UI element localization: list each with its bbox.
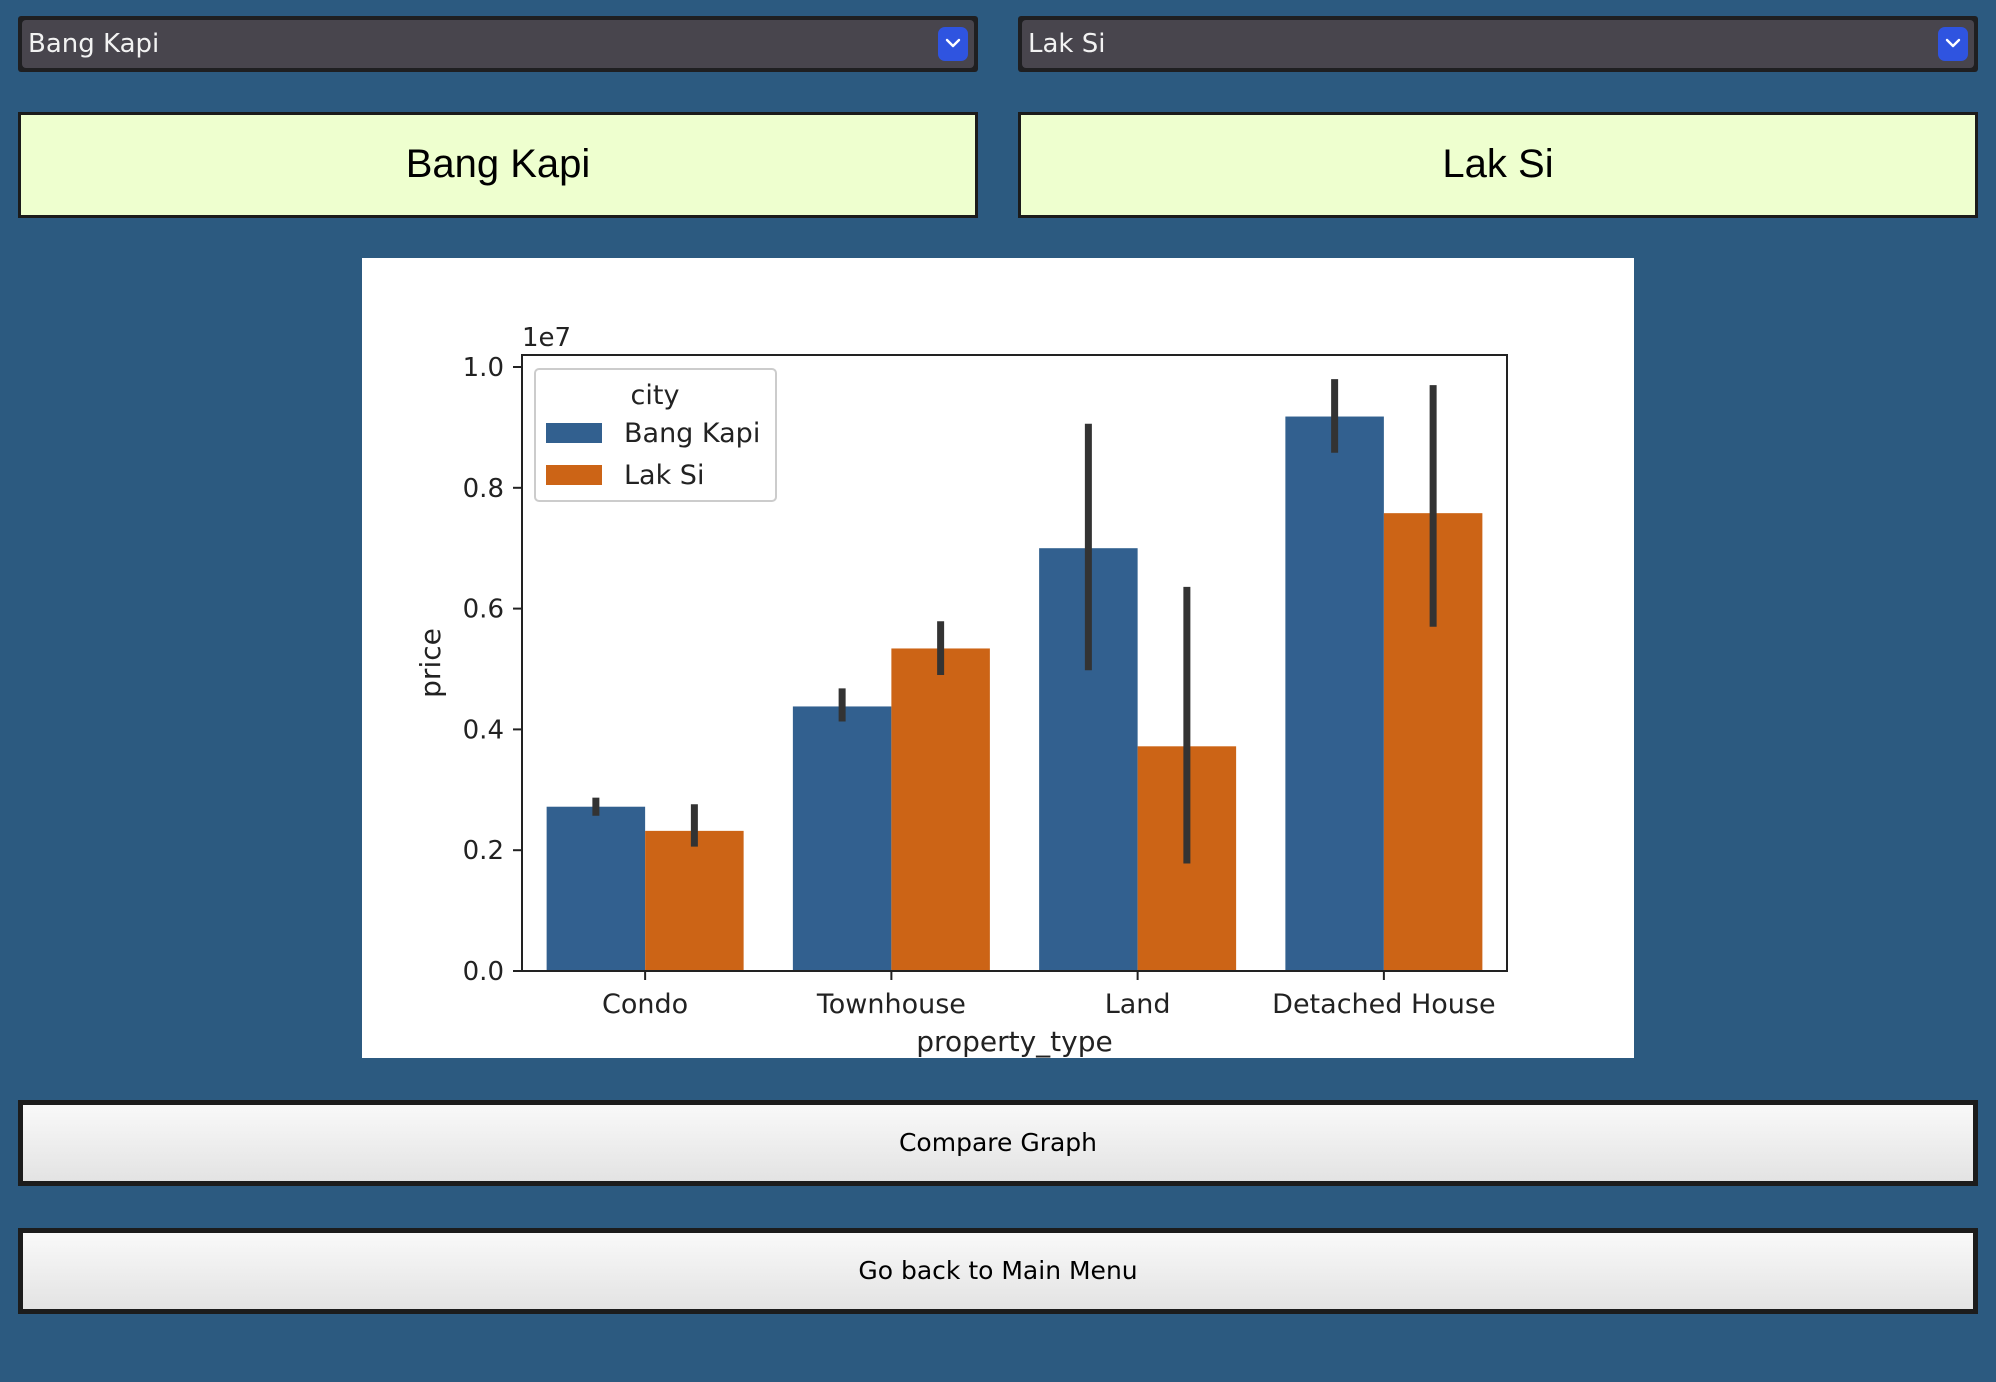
- compare-graph-button[interactable]: Compare Graph: [18, 1100, 1978, 1186]
- bar-bang-kapi-townhouse: [792, 706, 892, 971]
- legend-swatch-lak-si: [546, 465, 602, 485]
- comparison-chart-panel: 0.0 0.2 0.4 0.6 0.8 1.0 Condo Townhouse Land Deta…: [362, 258, 1634, 1058]
- y-tick-label: 0.8: [463, 474, 504, 504]
- chevron-down-icon[interactable]: [938, 27, 968, 61]
- city-select-left-field[interactable]: Bang Kapi: [22, 20, 974, 68]
- city-select-right-value: Lak Si: [1028, 29, 1106, 59]
- bar-bang-kapi-condo: [546, 806, 646, 971]
- city-select-right[interactable]: Lak Si: [1018, 16, 1978, 72]
- bar-lak-si-condo: [645, 830, 744, 971]
- y-tick-label: 0.4: [463, 715, 504, 745]
- legend-label-lak-si: Lak Si: [624, 460, 704, 491]
- x-tick-label: Detached House: [1272, 989, 1495, 1020]
- y-scale-label: 1e7: [522, 323, 571, 353]
- legend-label-bang-kapi: Bang Kapi: [624, 418, 760, 449]
- y-axis-label: price: [414, 628, 447, 698]
- legend-swatch-bang-kapi: [546, 423, 602, 443]
- city-label-left: Bang Kapi: [18, 112, 978, 218]
- city-select-left-value: Bang Kapi: [28, 29, 160, 59]
- price-bar-chart: 0.0 0.2 0.4 0.6 0.8 1.0 Condo Townhouse Land Deta…: [414, 323, 1508, 1058]
- legend-title: city: [631, 380, 680, 411]
- chevron-down-icon[interactable]: [1938, 27, 1968, 61]
- y-tick-label: 0.2: [463, 836, 504, 866]
- y-tick-label: 0.6: [463, 595, 504, 625]
- plot-frame: [521, 354, 1508, 972]
- y-tick-label: 0.0: [463, 957, 504, 987]
- x-tick-label: Townhouse: [816, 989, 966, 1020]
- x-axis-label: property_type: [916, 1025, 1112, 1058]
- city-label-right: Lak Si: [1018, 112, 1978, 218]
- main-menu-button[interactable]: Go back to Main Menu: [18, 1228, 1978, 1314]
- y-tick-label: 1.0: [463, 353, 504, 383]
- city-select-left[interactable]: Bang Kapi: [18, 16, 978, 72]
- bar-bang-kapi-detached-house: [1285, 416, 1384, 971]
- city-select-right-field[interactable]: Lak Si: [1022, 20, 1974, 68]
- bar-lak-si-townhouse: [891, 648, 990, 971]
- x-tick-label: Condo: [602, 989, 688, 1020]
- x-tick-label: Land: [1105, 989, 1171, 1020]
